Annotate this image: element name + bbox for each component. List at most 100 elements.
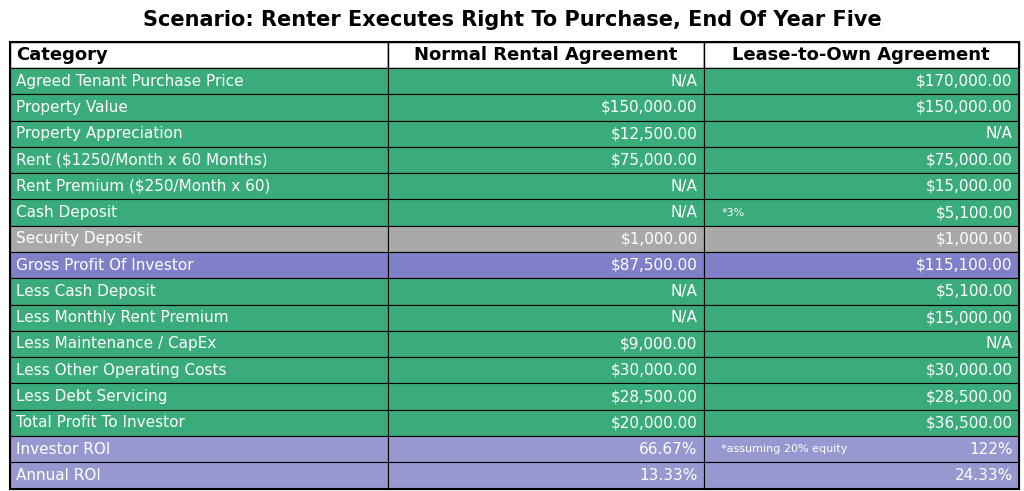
Bar [703, 147, 1019, 173]
Bar [388, 357, 703, 383]
Bar [703, 331, 1019, 357]
Bar [388, 462, 703, 489]
Bar [10, 383, 388, 409]
Text: $75,000.00: $75,000.00 [610, 153, 697, 167]
Text: $170,000.00: $170,000.00 [916, 74, 1013, 89]
Bar [703, 462, 1019, 489]
Text: $75,000.00: $75,000.00 [926, 153, 1013, 167]
Bar [10, 252, 388, 278]
Text: Agreed Tenant Purchase Price: Agreed Tenant Purchase Price [16, 74, 244, 89]
Text: $115,100.00: $115,100.00 [916, 258, 1013, 273]
Text: Lease-to-Own Agreement: Lease-to-Own Agreement [732, 46, 990, 64]
Bar [703, 42, 1019, 68]
Text: Scenario: Renter Executes Right To Purchase, End Of Year Five: Scenario: Renter Executes Right To Purch… [142, 10, 882, 30]
Text: 66.67%: 66.67% [639, 441, 697, 457]
Bar [388, 226, 703, 252]
Text: $150,000.00: $150,000.00 [916, 100, 1013, 115]
Bar [703, 199, 1019, 226]
Text: N/A: N/A [671, 74, 697, 89]
Text: Property Appreciation: Property Appreciation [16, 126, 183, 141]
Text: Investor ROI: Investor ROI [16, 441, 116, 457]
Bar [10, 331, 388, 357]
Bar [10, 68, 388, 94]
Text: $5,100.00: $5,100.00 [936, 284, 1013, 299]
Bar [10, 409, 388, 436]
Text: Category: Category [16, 46, 109, 64]
Bar [388, 304, 703, 331]
Text: $28,500.00: $28,500.00 [926, 389, 1013, 404]
Bar [10, 278, 388, 304]
Text: $150,000.00: $150,000.00 [601, 100, 697, 115]
Text: $36,500.00: $36,500.00 [926, 415, 1013, 430]
Bar [10, 304, 388, 331]
Text: $9,000.00: $9,000.00 [621, 336, 697, 352]
Bar [388, 278, 703, 304]
Bar [388, 383, 703, 409]
Text: Less Cash Deposit: Less Cash Deposit [16, 284, 156, 299]
Text: Total Profit To Investor: Total Profit To Investor [16, 415, 185, 430]
Text: Cash Deposit: Cash Deposit [16, 205, 123, 220]
Bar [10, 121, 388, 147]
Text: $30,000.00: $30,000.00 [926, 363, 1013, 378]
Bar [10, 173, 388, 199]
Text: N/A: N/A [671, 310, 697, 325]
Text: $20,000.00: $20,000.00 [610, 415, 697, 430]
Bar [388, 173, 703, 199]
Text: $87,500.00: $87,500.00 [610, 258, 697, 273]
Bar [388, 147, 703, 173]
Text: Normal Rental Agreement: Normal Rental Agreement [415, 46, 678, 64]
Text: Property Value: Property Value [16, 100, 128, 115]
Text: Less Debt Servicing: Less Debt Servicing [16, 389, 173, 404]
Bar [703, 436, 1019, 462]
Text: $15,000.00: $15,000.00 [926, 179, 1013, 194]
Text: Less Monthly Rent Premium: Less Monthly Rent Premium [16, 310, 229, 325]
Text: N/A: N/A [671, 179, 697, 194]
Bar [10, 357, 388, 383]
Bar [703, 121, 1019, 147]
Bar [703, 304, 1019, 331]
Text: $28,500.00: $28,500.00 [610, 389, 697, 404]
Bar [10, 42, 388, 68]
Text: Annual ROI: Annual ROI [16, 468, 101, 483]
Text: $1,000.00: $1,000.00 [621, 231, 697, 246]
Text: $12,500.00: $12,500.00 [610, 126, 697, 141]
Bar [10, 94, 388, 121]
Bar [388, 68, 703, 94]
Text: 24.33%: 24.33% [954, 468, 1013, 483]
Bar [703, 68, 1019, 94]
Text: Rent ($1250/Month x 60 Months): Rent ($1250/Month x 60 Months) [16, 153, 268, 167]
Bar [703, 226, 1019, 252]
Bar [388, 409, 703, 436]
Bar [388, 94, 703, 121]
Bar [703, 383, 1019, 409]
Text: *3%: *3% [721, 208, 744, 218]
Bar [703, 278, 1019, 304]
Bar [703, 252, 1019, 278]
Text: *assuming 20% equity: *assuming 20% equity [721, 444, 848, 454]
Text: Rent Premium ($250/Month x 60): Rent Premium ($250/Month x 60) [16, 179, 270, 194]
Text: Less Maintenance / CapEx: Less Maintenance / CapEx [16, 336, 217, 352]
Bar [703, 94, 1019, 121]
Bar [388, 252, 703, 278]
Text: $15,000.00: $15,000.00 [926, 310, 1013, 325]
Bar [10, 436, 388, 462]
Bar [10, 462, 388, 489]
Bar [703, 357, 1019, 383]
Text: 13.33%: 13.33% [639, 468, 697, 483]
Text: 122%: 122% [970, 441, 1013, 457]
Text: N/A: N/A [986, 126, 1013, 141]
Text: $30,000.00: $30,000.00 [610, 363, 697, 378]
Bar [388, 121, 703, 147]
Bar [10, 226, 388, 252]
Bar [10, 199, 388, 226]
Bar [388, 199, 703, 226]
Bar [388, 42, 703, 68]
Bar [388, 331, 703, 357]
Text: Less Other Operating Costs: Less Other Operating Costs [16, 363, 227, 378]
Bar [10, 147, 388, 173]
Text: N/A: N/A [671, 205, 697, 220]
Text: $5,100.00: $5,100.00 [936, 205, 1013, 220]
Text: $1,000.00: $1,000.00 [936, 231, 1013, 246]
Bar [703, 409, 1019, 436]
Text: N/A: N/A [986, 336, 1013, 352]
